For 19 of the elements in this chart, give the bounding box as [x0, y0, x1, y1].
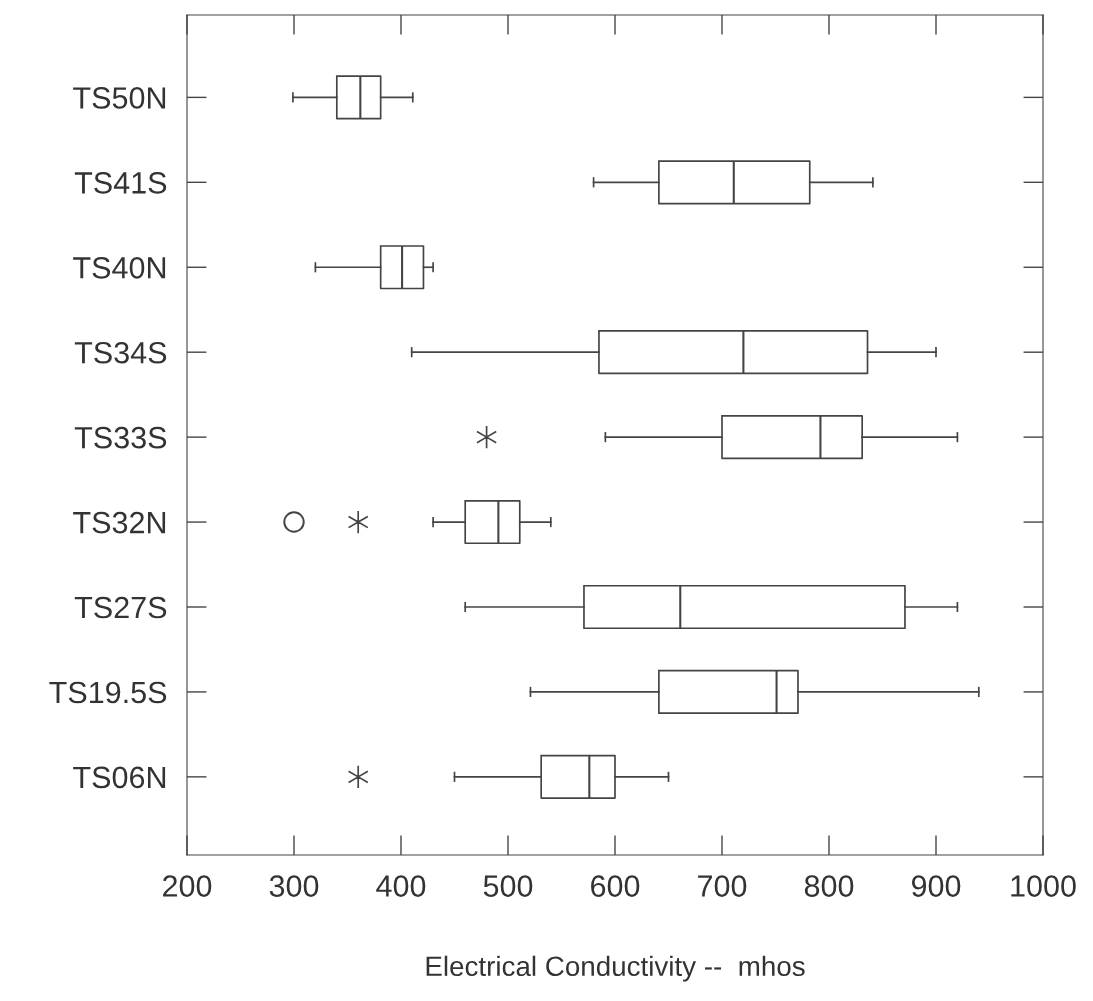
y-tick-label: TS41S — [74, 172, 167, 194]
x-tick-label: 200 — [163, 875, 212, 897]
x-axis-title: Electrical Conductivity -- mhos — [426, 955, 805, 982]
y-tick-label: TS27S — [74, 596, 167, 619]
x-tick-label: 400 — [376, 875, 426, 897]
x-tick-label: 800 — [804, 875, 854, 897]
x-tick-label: 1000 — [1011, 875, 1076, 897]
y-tick-label: TS32N — [73, 511, 166, 534]
x-tick-label: 600 — [591, 875, 640, 897]
x-tick-label: 500 — [483, 875, 533, 897]
y-tick-label: TS19.5S — [49, 681, 167, 704]
y-tick-label: TS33S — [74, 426, 167, 449]
y-tick-label: TS50N — [73, 87, 166, 109]
x-tick-label: 700 — [698, 875, 747, 897]
x-tick-label: 900 — [911, 875, 961, 897]
y-tick-label: TS40N — [73, 256, 166, 279]
y-tick-label: TS06N — [73, 766, 166, 789]
x-tick-label: 300 — [269, 875, 319, 897]
y-tick-label: TS34S — [74, 341, 167, 364]
